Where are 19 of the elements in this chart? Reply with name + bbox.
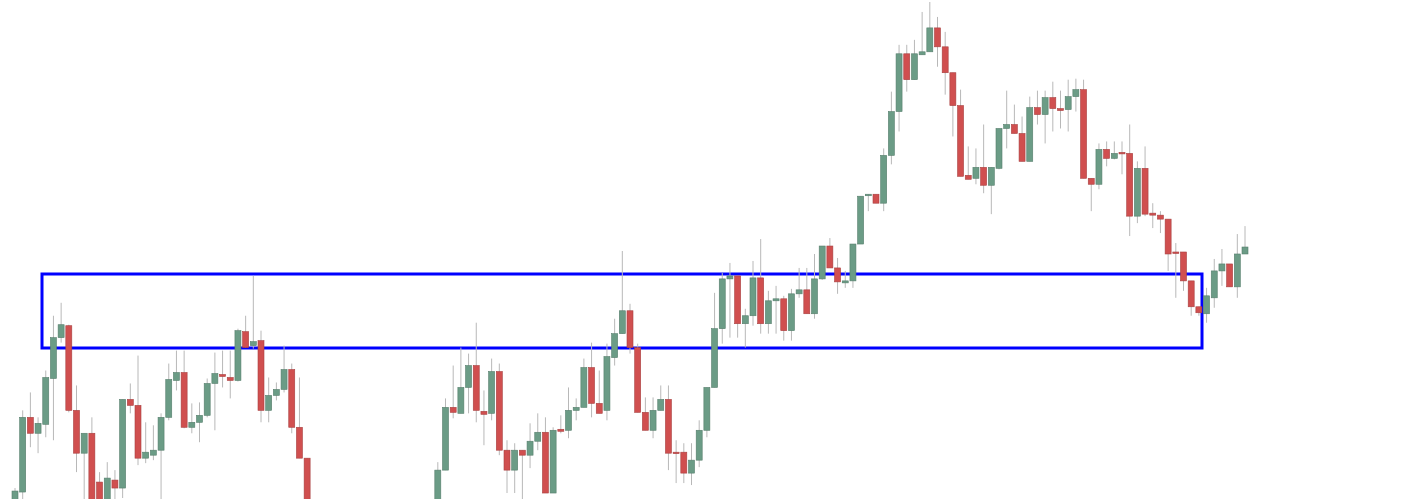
candlestick bbox=[27, 391, 34, 448]
candlestick bbox=[226, 350, 234, 399]
candlestick bbox=[980, 124, 987, 194]
candlestick bbox=[219, 350, 226, 388]
candlestick bbox=[449, 365, 457, 419]
candlestick bbox=[803, 267, 811, 315]
candlestick bbox=[103, 461, 111, 499]
candlestick bbox=[242, 315, 249, 349]
candlestick bbox=[1034, 90, 1041, 126]
candlestick bbox=[480, 389, 488, 446]
candlestick bbox=[1041, 90, 1049, 144]
candlestick bbox=[511, 442, 518, 494]
candlestick bbox=[519, 449, 526, 499]
candlestick bbox=[1226, 263, 1233, 288]
candlestick bbox=[972, 147, 980, 185]
candlestick bbox=[80, 432, 88, 499]
candlestick bbox=[1103, 140, 1110, 167]
candlestick bbox=[111, 469, 119, 499]
candlestick bbox=[250, 275, 257, 350]
